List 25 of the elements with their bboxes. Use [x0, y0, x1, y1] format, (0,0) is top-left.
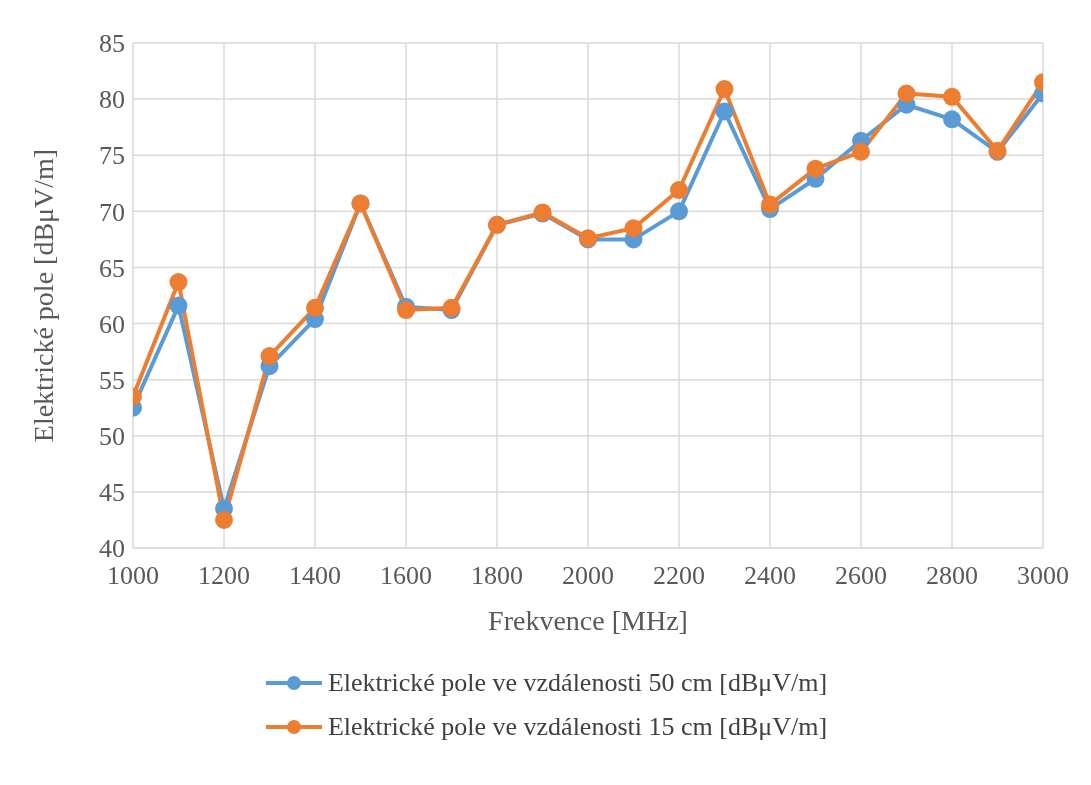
y-tick-label: 70	[99, 197, 125, 227]
y-tick-label: 60	[99, 309, 125, 339]
x-tick-label: 2400	[744, 561, 796, 591]
y-tick-label: 50	[99, 422, 125, 452]
legend-label: Elektrické pole ve vzdálenosti 50 cm [dBμV/m]	[327, 668, 828, 698]
x-axis-title: Frekvence [MHz]	[488, 605, 688, 636]
x-tick-label: 1600	[380, 561, 432, 591]
x-tick-label: 3000	[1017, 561, 1069, 591]
x-tick-label: 1000	[107, 561, 159, 591]
y-tick-label: 40	[99, 534, 125, 564]
x-tick-label: 2200	[653, 561, 705, 591]
y-tick-label: 45	[99, 478, 125, 508]
legend-label: Elektrické pole ve vzdálenosti 15 cm [dBμV/m]	[327, 712, 828, 742]
y-tick-label: 80	[99, 85, 125, 115]
x-tick-label: 2600	[835, 561, 887, 591]
y-tick-label: 65	[99, 253, 125, 283]
y-axis-title: Elektrické pole [dBμV/m]	[27, 148, 59, 443]
x-tick-label: 1200	[198, 561, 250, 591]
x-tick-label: 1400	[289, 561, 341, 591]
x-tick-label: 2800	[926, 561, 978, 591]
y-tick-label: 85	[99, 29, 125, 59]
x-tick-label: 1800	[471, 561, 523, 591]
x-tick-label: 2000	[562, 561, 614, 591]
y-tick-label: 55	[99, 365, 125, 395]
y-tick-label: 75	[99, 141, 125, 171]
